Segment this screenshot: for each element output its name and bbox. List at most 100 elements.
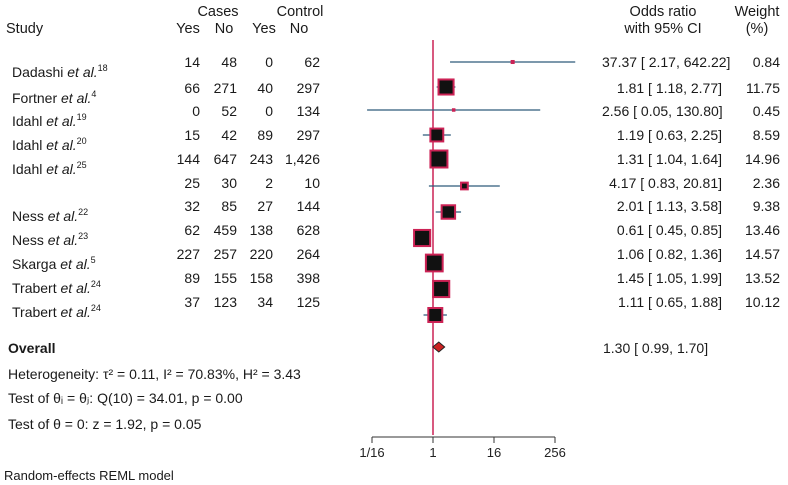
- weight-value: 11.75: [746, 80, 780, 96]
- odds-ratio-ci-value: 1.11 [ 0.65, 1.88]: [617, 294, 722, 310]
- weight-unit-header: (%): [745, 21, 769, 37]
- effect-box: [432, 279, 451, 299]
- study-author: Trabert: [12, 304, 61, 320]
- effect-box: [413, 228, 432, 248]
- effect-box: [440, 204, 457, 220]
- study-reference: 18: [97, 63, 108, 73]
- cases-no-value: 48: [221, 54, 237, 70]
- effect-box: [427, 307, 444, 323]
- odds-ratio-ci-value: 4.17 [ 0.83, 20.81]: [609, 175, 722, 191]
- study-label: Dadashi et al.18: [12, 60, 108, 80]
- odds-ratio-ci-value: 1.19 [ 0.63, 2.25]: [616, 127, 722, 143]
- control-yes-value: 220: [249, 246, 273, 262]
- study-reference: 19: [76, 112, 87, 122]
- odds-ratio-header: Odds ratio: [629, 4, 697, 20]
- control-no-header: No: [289, 21, 309, 37]
- study-etal: et al.: [46, 113, 77, 129]
- study-reference: 22: [78, 207, 89, 217]
- weight-value: 13.52: [744, 270, 780, 286]
- cases-no-value: 52: [221, 103, 237, 119]
- cases-yes-value: 32: [184, 198, 200, 214]
- weight-header: Weight: [734, 4, 780, 20]
- cases-yes-value: 25: [184, 175, 200, 191]
- cases-yes-value: 227: [176, 246, 200, 262]
- study-etal: et al.: [46, 161, 77, 177]
- cases-yes-value: 89: [184, 270, 200, 286]
- study-author: Trabert: [12, 280, 61, 296]
- study-reference: 5: [90, 255, 96, 265]
- x-axis-tick-label: 16: [487, 445, 501, 460]
- study-reference: 23: [78, 231, 89, 241]
- study-reference: 25: [76, 160, 87, 170]
- effect-marker: [451, 108, 456, 112]
- x-axis-tick-label: 1: [429, 445, 436, 460]
- control-column-header: Control: [276, 4, 324, 20]
- effect-marker: [510, 59, 515, 65]
- control-yes-header: Yes: [252, 21, 276, 37]
- test-theta-equal-stat: Test of θᵢ = θⱼ: Q(10) = 34.01, p = 0.00: [8, 390, 243, 406]
- odds-ratio-ci-value: 1.81 [ 1.18, 2.77]: [616, 80, 722, 96]
- cases-no-value: 30: [221, 175, 237, 191]
- cases-no-value: 42: [221, 127, 237, 143]
- control-yes-value: 2: [265, 175, 273, 191]
- study-author: Skarga: [12, 256, 61, 272]
- cases-yes-header: Yes: [176, 21, 200, 37]
- control-no-value: 144: [296, 198, 320, 214]
- cases-yes-value: 144: [176, 151, 200, 167]
- overall-ci-text: 1.30 [ 0.99, 1.70]: [603, 340, 709, 356]
- cases-column-header: Cases: [197, 4, 239, 20]
- weight-value: 0.45: [752, 103, 780, 119]
- study-etal: et al.: [60, 280, 91, 296]
- study-column-header: Study: [6, 21, 44, 37]
- control-yes-value: 0: [265, 103, 273, 119]
- control-no-value: 297: [296, 127, 320, 143]
- study-etal: et al.: [61, 90, 92, 106]
- weight-value: 0.84: [752, 54, 780, 70]
- study-author: Ness: [12, 232, 48, 248]
- x-axis-tick-label: 1/16: [359, 445, 384, 460]
- control-yes-value: 89: [257, 127, 273, 143]
- odds-ratio-ci-value: 1.45 [ 1.05, 1.99]: [616, 270, 722, 286]
- study-author: Fortner: [12, 90, 62, 106]
- effect-box: [437, 78, 455, 96]
- cases-no-value: 647: [213, 151, 237, 167]
- effect-box: [460, 181, 469, 191]
- overall-diamond: [431, 341, 446, 353]
- heterogeneity-stat: Heterogeneity: τ² = 0.11, I² = 70.83%, H…: [8, 366, 301, 382]
- effect-box: [429, 149, 449, 169]
- cases-yes-value: 62: [184, 222, 200, 238]
- cases-yes-value: 14: [184, 54, 200, 70]
- study-author: Idahl: [12, 113, 47, 129]
- control-yes-value: 158: [249, 270, 273, 286]
- study-author: Ness: [12, 208, 48, 224]
- weight-value: 9.38: [752, 198, 780, 214]
- cases-yes-value: 66: [184, 80, 200, 96]
- control-yes-value: 243: [249, 151, 273, 167]
- study-label: Fortner et al.4: [12, 86, 96, 106]
- weight-value: 14.96: [744, 151, 780, 167]
- study-label: Ness et al.23: [12, 228, 88, 248]
- control-no-value: 264: [296, 246, 320, 262]
- effect-box: [429, 127, 445, 143]
- x-axis-tick-label: 256: [544, 445, 566, 460]
- study-label: Idahl et al.25: [12, 157, 87, 177]
- control-no-value: 125: [296, 294, 320, 310]
- weight-value: 8.59: [752, 127, 780, 143]
- study-author: Dadashi: [12, 64, 68, 80]
- odds-ratio-ci-value: 2.01 [ 1.13, 3.58]: [616, 198, 722, 214]
- effect-box: [424, 253, 444, 273]
- odds-ratio-ci-value: 1.31 [ 1.04, 1.64]: [616, 151, 722, 167]
- cases-yes-value: 37: [184, 294, 200, 310]
- study-label: Idahl et al.19: [12, 109, 87, 129]
- control-yes-value: 0: [265, 54, 273, 70]
- cases-no-value: 123: [213, 294, 237, 310]
- odds-ratio-ci-value: 0.61 [ 0.45, 0.85]: [616, 222, 722, 238]
- study-etal: et al.: [47, 208, 79, 224]
- study-reference: 4: [91, 89, 97, 99]
- odds-ratio-ci-value: 2.56 [ 0.05, 130.80]: [602, 103, 723, 119]
- weight-value: 14.57: [744, 246, 780, 262]
- odds-ratio-ci-value: 37.37 [ 2.17, 642.22]: [602, 54, 731, 70]
- study-label: Trabert et al.24: [12, 300, 101, 320]
- control-yes-value: 34: [257, 294, 273, 310]
